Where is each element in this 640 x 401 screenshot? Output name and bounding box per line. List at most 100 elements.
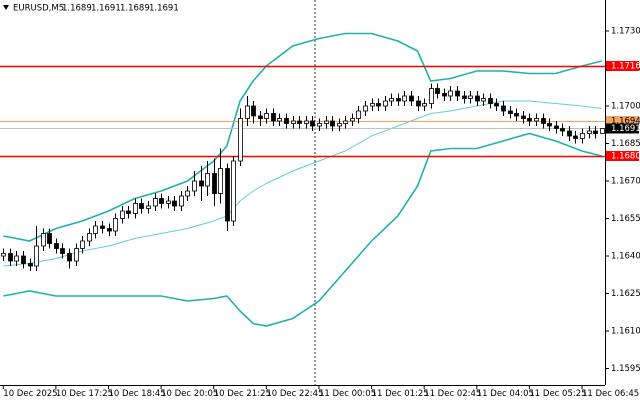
candle-body [573, 135, 578, 139]
candle-body [185, 190, 190, 197]
menu-triangle[interactable] [3, 5, 9, 10]
candle-body [74, 248, 79, 262]
y-tick-label: 1.1700 [611, 102, 640, 112]
candle-body [501, 105, 506, 112]
candle-body [1, 253, 6, 257]
candle-body [350, 118, 355, 122]
candle-body [60, 248, 65, 254]
candle-body [199, 180, 204, 187]
candle-body [547, 123, 552, 127]
candle-body [416, 100, 421, 107]
candle-body [153, 198, 158, 207]
y-tick-label: 1.1670 [611, 177, 640, 187]
candle-body [514, 113, 519, 117]
candle-body [231, 160, 236, 222]
candle-body [435, 88, 440, 94]
candle-body [113, 218, 118, 232]
candle-body [330, 120, 335, 127]
candle-body [560, 128, 565, 132]
candle-body [41, 233, 46, 247]
candle-body [527, 118, 532, 122]
candle-body [166, 200, 171, 204]
candle-body [343, 120, 348, 124]
symbol: EURUSD,M5 [13, 4, 64, 14]
candle-body [468, 95, 473, 99]
header-price: 1.1691 [149, 4, 179, 14]
header-price: 1.1689 [120, 4, 150, 14]
header-prices: 1.1689 1.1691 1.1689 1.1691 [62, 4, 179, 14]
candle-body [508, 110, 513, 114]
candle-body [567, 130, 572, 137]
candle-body [422, 103, 427, 107]
candle-body [370, 103, 375, 107]
candle-body [245, 105, 250, 119]
candle-body [212, 173, 217, 194]
price-level-box [606, 116, 639, 126]
candle-body [363, 105, 368, 112]
price-level-label: 1.1691 [611, 124, 640, 134]
candle-body [541, 118, 546, 124]
candle-body [100, 225, 105, 229]
price-level-box [606, 151, 639, 161]
candle-body [534, 118, 539, 122]
candle-body [488, 98, 493, 104]
candle-body [383, 100, 388, 107]
price-level-box [606, 123, 639, 134]
candle-body [271, 113, 276, 122]
header-price: 1.1691 [91, 4, 121, 14]
y-tick-label: 1.1640 [611, 252, 640, 262]
candle-body [494, 103, 499, 107]
header-price: 1.1689 [62, 4, 92, 14]
x-tick-label: 11 Dec 05:25 [529, 389, 586, 399]
x-tick-label: 11 Dec 04:05 [477, 389, 534, 399]
candle-body [225, 168, 230, 222]
candle-body [87, 233, 92, 242]
candle-body [593, 130, 598, 134]
candle-body [47, 233, 52, 244]
candle-body [409, 95, 414, 102]
candle-body [324, 120, 329, 124]
candle-body [21, 255, 26, 264]
x-tick-label: 10 Dec 17:25 [56, 389, 113, 399]
candle-body [396, 98, 401, 102]
candle-body [448, 90, 453, 97]
candle-body [337, 123, 342, 127]
candle-body [521, 115, 526, 119]
candle-body [120, 210, 125, 219]
candle-body [172, 200, 177, 207]
candle-body [258, 115, 263, 119]
x-tick-label: 10 Dec 18:45 [109, 389, 166, 399]
x-tick-label: 10 Dec 21:25 [214, 389, 271, 399]
price-level-box [606, 61, 639, 71]
candle-body [133, 203, 138, 214]
candle-body [28, 263, 33, 267]
price-level-label: 1.1680 [611, 152, 640, 162]
candle-body [107, 228, 112, 232]
candle-body [481, 98, 486, 102]
y-tick-label: 1.1610 [611, 327, 640, 337]
x-tick-label: 10 Dec 22:45 [266, 389, 323, 399]
plot-area [0, 32, 605, 327]
candle-body [284, 118, 289, 124]
candle-body [179, 195, 184, 207]
candle-body [429, 88, 434, 104]
candle-body [462, 95, 467, 99]
x-tick-label: 11 Dec 01:25 [372, 389, 429, 399]
candle-body [67, 253, 72, 262]
x-tick-label: 10 Dec 20:05 [161, 389, 218, 399]
candle-body [587, 130, 592, 134]
candle-body [139, 203, 144, 209]
candle-body [291, 120, 296, 124]
y-tick-label: 1.1730 [611, 27, 640, 37]
candle-body [442, 93, 447, 97]
x-tick-label: 11 Dec 06:45 [582, 389, 639, 399]
candle-body [251, 105, 256, 117]
candle-body [455, 90, 460, 97]
candle-body [8, 253, 13, 262]
candle-body [356, 110, 361, 119]
candle-body [146, 205, 151, 209]
x-tick-label: 11 Dec 02:45 [424, 389, 481, 399]
candle-body [310, 120, 315, 127]
